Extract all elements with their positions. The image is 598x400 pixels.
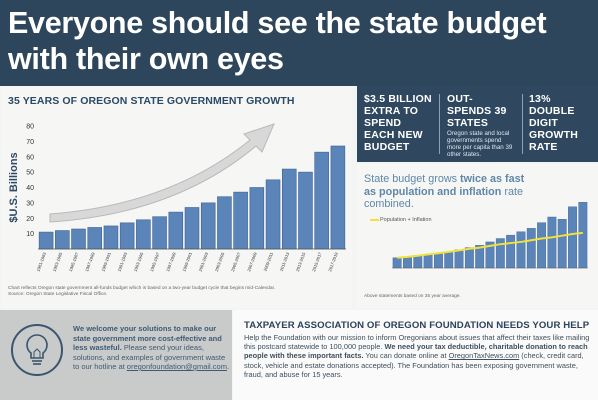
mini-bar	[444, 251, 454, 269]
x-tick-label: 2007-2009	[246, 251, 258, 272]
mini-bar	[506, 234, 516, 269]
stat-extra-spend-text: $3.5 BILLION EXTRA TO SPEND EACH NEW BUD…	[364, 93, 432, 153]
taxpayer-body-part: Help the Foundation with our mission to …	[244, 333, 590, 352]
mini-bar	[464, 247, 474, 269]
y-tick-label: 50	[26, 170, 34, 177]
y-tick-label: 60	[26, 154, 34, 161]
welcome-text: We welcome your solutions to make our st…	[73, 324, 233, 372]
stat-divider	[439, 94, 440, 154]
y-tick-label: 20	[26, 216, 34, 223]
taxpayer-body-part: (check, credit card, stock, vehicle and …	[244, 351, 584, 379]
welcome-body: Please send your ideas, solutions, and e…	[73, 343, 226, 371]
stat-outspends-text: OUT-SPENDS 39 STATES	[447, 93, 507, 129]
mini-headline-part: State budget grows	[364, 173, 461, 185]
stat-growth-rate: 13% DOUBLE DIGIT GROWTH RATE	[529, 93, 591, 153]
stats-banner: $3.5 BILLION EXTRA TO SPEND EACH NEW BUD…	[357, 86, 598, 162]
mini-bar	[413, 255, 423, 269]
x-tick-label: 1995-1997	[149, 251, 161, 272]
mini-bar	[568, 206, 577, 269]
mini-bar	[578, 202, 588, 269]
mini-bar	[403, 256, 412, 269]
mini-bar	[547, 216, 557, 269]
x-tick-label: 2005-2007	[230, 251, 242, 272]
x-tick-label: 1987-1989	[84, 251, 96, 272]
stat-outspends: OUT-SPENDS 39 STATES Oregon state and lo…	[447, 93, 515, 158]
chart-title: 35 YEARS OF OREGON STATE GOVERNMENT GROW…	[8, 95, 295, 107]
x-tick-label: 2017-2019	[327, 251, 339, 272]
x-tick-label: 2003-2005	[214, 251, 226, 272]
mini-bar	[557, 219, 567, 269]
x-tick-label: 1983-1985	[52, 251, 64, 272]
y-axis-label: $U.S. Billions	[8, 152, 20, 222]
population-inflation-line	[397, 231, 583, 259]
taxpayer-body-part: You can donate online at	[363, 351, 449, 361]
stat-divider	[522, 94, 523, 154]
donate-link[interactable]: OregonTaxNews.com	[448, 351, 520, 361]
x-tick-label: 1993-1995	[133, 251, 145, 272]
mini-headline-bold: twice as fast as population and inflatio…	[364, 173, 525, 198]
mini-bar	[516, 231, 526, 269]
mini-bar	[392, 257, 402, 269]
welcome-end: .	[226, 362, 230, 371]
x-tick-label: 2001-2003	[198, 251, 210, 272]
taxpayer-body: Help the Foundation with our mission to …	[244, 333, 592, 379]
x-tick-label: 1991-1993	[117, 251, 129, 272]
x-tick-label: 2011-2013	[279, 251, 291, 272]
mini-chart-headline: State budget grows twice as fast as popu…	[364, 173, 534, 211]
mini-headline-part: rate combined.	[364, 185, 523, 211]
y-tick-label: 30	[26, 200, 34, 207]
x-tick-label: 1981-1983	[35, 251, 47, 272]
taxpayer-panel	[233, 310, 598, 400]
mini-chart-legend: Population + Inflation	[380, 217, 432, 223]
lightbulb-icon	[11, 324, 63, 376]
stat-growth-rate-text: 13% DOUBLE DIGIT GROWTH RATE	[529, 93, 579, 153]
stat-extra-spend: $3.5 BILLION EXTRA TO SPEND EACH NEW BUD…	[364, 93, 434, 153]
y-tick-label: 40	[26, 185, 34, 192]
taxpayer-title: TAXPAYER ASSOCIATION OF OREGON FOUNDATIO…	[244, 320, 590, 331]
page-title: Everyone should see the state budget wit…	[8, 6, 547, 76]
x-tick-label: 1997-1999	[165, 251, 177, 272]
x-tick-label: 2009-2011	[263, 251, 275, 272]
welcome-bold: We welcome your solutions to make our st…	[73, 324, 222, 352]
growth-arrow-icon	[49, 123, 275, 223]
y-tick-label: 70	[26, 139, 34, 146]
mini-bar	[423, 254, 433, 269]
header-banner: Everyone should see the state budget wit…	[0, 0, 598, 86]
mini-bar	[454, 249, 464, 269]
mini-footnote: Above statements based on 35 year averag…	[364, 294, 461, 299]
y-tick-label: 80	[26, 124, 34, 131]
x-tick-label: 2013-2015	[295, 251, 307, 272]
x-tick-label: 1999-2001	[181, 251, 193, 272]
mini-bar	[537, 222, 547, 269]
mini-bar	[526, 228, 536, 269]
stat-outspends-detail: Oregon state and local governments spend…	[447, 130, 513, 158]
x-tick-label: 1985-1987	[68, 251, 80, 272]
legend-swatch	[370, 219, 379, 221]
hotline-email-link[interactable]: oregonfoundation@gmail.com	[126, 362, 227, 371]
y-tick-label: 10	[26, 231, 34, 238]
taxpayer-body-bold: We need your tax deductible, charitable …	[244, 342, 588, 361]
mini-bar	[433, 253, 443, 269]
chart-note: Chart reflects Oregon state government a…	[8, 286, 276, 291]
chart-source: Source: Oregon State Legislative Fiscal …	[8, 292, 108, 297]
x-tick-label: 2015-2017	[311, 251, 323, 272]
x-tick-label: 1989-1991	[100, 251, 112, 272]
